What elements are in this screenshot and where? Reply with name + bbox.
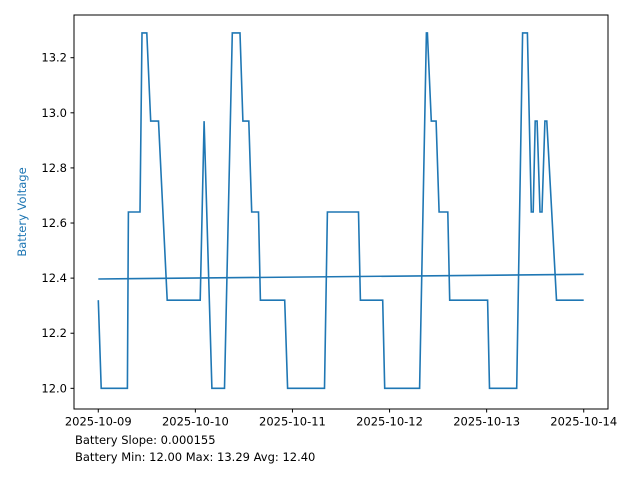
y-axis-tick-label: 12.0 [41, 381, 67, 395]
x-axis-tick-label: 2025-10-14 [550, 415, 617, 429]
y-axis-tick-label: 12.8 [41, 161, 67, 175]
x-axis-tick-label: 2025-10-11 [259, 415, 326, 429]
series-battery-voltage [97, 32, 584, 390]
y-axis-tick-label: 13.2 [41, 51, 67, 65]
axes-frame [73, 14, 609, 410]
y-axis-tick-label: 13.0 [41, 106, 67, 120]
y-axis-tick-label: 12.4 [41, 271, 67, 285]
stats-min-max-avg-text: Battery Min: 12.00 Max: 13.29 Avg: 12.40 [75, 450, 316, 464]
x-axis-tick-label: 2025-10-09 [65, 415, 132, 429]
series-battery-trend [98, 273, 584, 280]
y-axis-label: Battery Voltage [15, 167, 29, 257]
y-axis-tick-label: 12.6 [41, 216, 67, 230]
x-axis-tick-label: 2025-10-10 [162, 415, 229, 429]
x-axis-tick-label: 2025-10-13 [453, 415, 520, 429]
x-axis-tick-label: 2025-10-12 [356, 415, 423, 429]
y-axis-tick-label: 12.2 [41, 326, 67, 340]
stats-slope-text: Battery Slope: 0.000155 [75, 433, 216, 447]
